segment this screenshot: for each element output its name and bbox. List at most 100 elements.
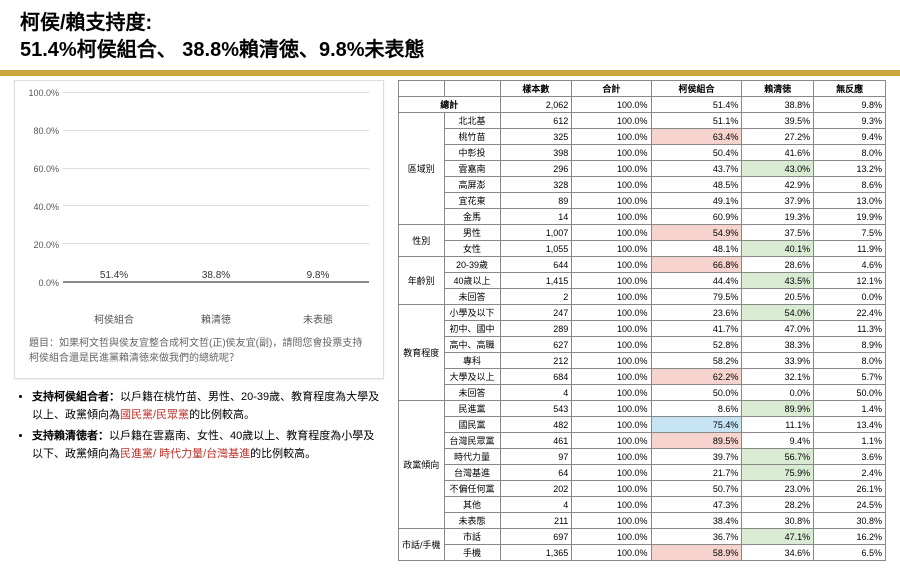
table-row-label: 男性 (444, 225, 500, 241)
table-cell: 23.0% (742, 481, 814, 497)
table-row-label: 20-39歲 (444, 257, 500, 273)
table-cell: 9.4% (742, 433, 814, 449)
table-group-label: 教育程度 (399, 305, 445, 401)
table-cell: 41.6% (742, 145, 814, 161)
gold-divider (0, 70, 900, 76)
table-cell: 11.1% (742, 417, 814, 433)
table-cell: 1,055 (500, 241, 572, 257)
table-cell: 1.4% (814, 401, 886, 417)
table-cell: 100.0% (572, 465, 651, 481)
table-cell: 54.9% (651, 225, 742, 241)
table-cell: 66.8% (651, 257, 742, 273)
bar-value-label: 51.4% (100, 270, 128, 281)
table-cell: 5.7% (814, 369, 886, 385)
table-cell: 100.0% (572, 193, 651, 209)
table-cell: 8.6% (651, 401, 742, 417)
table-cell: 89 (500, 193, 572, 209)
table-cell: 38.4% (651, 513, 742, 529)
table-cell: 26.1% (814, 481, 886, 497)
table-header: 無反應 (814, 81, 886, 97)
table-cell: 100.0% (572, 449, 651, 465)
table-cell: 16.2% (814, 529, 886, 545)
table-row-label: 其他 (444, 497, 500, 513)
y-tick-label: 80.0% (23, 126, 59, 136)
table-cell: 4 (500, 497, 572, 513)
right-column: 樣本數合計柯侯組合賴清徳無反應總計2,062100.0%51.4%38.8%9.… (398, 80, 886, 561)
table-cell: 100.0% (572, 289, 651, 305)
y-tick-label: 100.0% (23, 88, 59, 98)
table-cell: 28.2% (742, 497, 814, 513)
table-header (444, 81, 500, 97)
table-cell: 75.9% (742, 465, 814, 481)
table-cell: 202 (500, 481, 572, 497)
table-cell: 39.5% (742, 113, 814, 129)
table-cell: 47.1% (742, 529, 814, 545)
table-cell: 8.6% (814, 177, 886, 193)
table-cell: 62.2% (651, 369, 742, 385)
table-cell: 9.8% (814, 97, 886, 113)
table-group-label: 性別 (399, 225, 445, 257)
table-row-label: 北北基 (444, 113, 500, 129)
table-cell: 100.0% (572, 305, 651, 321)
table-row-label: 中彰投 (444, 145, 500, 161)
table-cell: 97 (500, 449, 572, 465)
table-row-label: 手機 (444, 545, 500, 561)
x-tick-label: 賴清徳 (165, 309, 267, 326)
bar-slot: 9.8% (267, 270, 369, 283)
y-tick-label: 40.0% (23, 202, 59, 212)
table-cell: 325 (500, 129, 572, 145)
table-cell: 44.4% (651, 273, 742, 289)
table-cell: 12.1% (814, 273, 886, 289)
table-cell: 6.5% (814, 545, 886, 561)
table-cell: 52.8% (651, 337, 742, 353)
table-cell: 51.4% (651, 97, 742, 113)
table-cell: 38.8% (742, 97, 814, 113)
table-row-label: 台灣基進 (444, 465, 500, 481)
table-row-label: 市話 (444, 529, 500, 545)
table-group-label: 區域別 (399, 113, 445, 225)
table-cell: 50.0% (814, 385, 886, 401)
table-cell: 50.0% (651, 385, 742, 401)
table-cell: 24.5% (814, 497, 886, 513)
table-cell: 1,415 (500, 273, 572, 289)
table-cell: 100.0% (572, 353, 651, 369)
table-row-label: 未回答 (444, 289, 500, 305)
table-cell: 56.7% (742, 449, 814, 465)
table-cell: 212 (500, 353, 572, 369)
bar-chart: 51.4%38.8%9.8% 0.0%20.0%40.0%60.0%80.0%1… (14, 80, 384, 379)
table-cell: 19.3% (742, 209, 814, 225)
bar-slot: 51.4% (63, 270, 165, 283)
table-cell: 13.4% (814, 417, 886, 433)
table-group-label: 政黨傾向 (399, 401, 445, 529)
page-title: 柯侯/賴支持度: 51.4%柯侯組合、 38.8%賴清徳、9.8%未表態 (0, 0, 900, 68)
table-cell: 21.7% (651, 465, 742, 481)
table-cell: 9.3% (814, 113, 886, 129)
table-cell: 289 (500, 321, 572, 337)
table-row-label: 小學及以下 (444, 305, 500, 321)
bullet-item: 支持柯侯組合者：以戶籍在桃竹苗、男性、20-39歲、教育程度為大學及以上、政黨傾… (32, 389, 380, 424)
cross-table: 樣本數合計柯侯組合賴清徳無反應總計2,062100.0%51.4%38.8%9.… (398, 80, 886, 561)
survey-question: 題目：如果柯文哲與侯友宜整合成柯文哲(正)侯友宜(副)，請問您會投票支持柯侯組合… (23, 326, 375, 372)
table-cell: 100.0% (572, 433, 651, 449)
table-cell: 13.2% (814, 161, 886, 177)
table-cell: 2.4% (814, 465, 886, 481)
table-cell: 247 (500, 305, 572, 321)
table-row-label: 40歲以上 (444, 273, 500, 289)
table-cell: 1.1% (814, 433, 886, 449)
table-row-label: 未表態 (444, 513, 500, 529)
table-row-label: 桃竹苗 (444, 129, 500, 145)
table-cell: 0.0% (742, 385, 814, 401)
table-cell: 30.8% (742, 513, 814, 529)
table-row-label: 金馬 (444, 209, 500, 225)
table-row-label: 專科 (444, 353, 500, 369)
table-cell: 296 (500, 161, 572, 177)
table-cell: 100.0% (572, 497, 651, 513)
table-cell: 100.0% (572, 97, 651, 113)
table-cell: 398 (500, 145, 572, 161)
table-cell: 79.5% (651, 289, 742, 305)
table-cell: 38.3% (742, 337, 814, 353)
table-cell: 40.1% (742, 241, 814, 257)
table-cell: 41.7% (651, 321, 742, 337)
table-cell: 50.4% (651, 145, 742, 161)
table-cell: 39.7% (651, 449, 742, 465)
